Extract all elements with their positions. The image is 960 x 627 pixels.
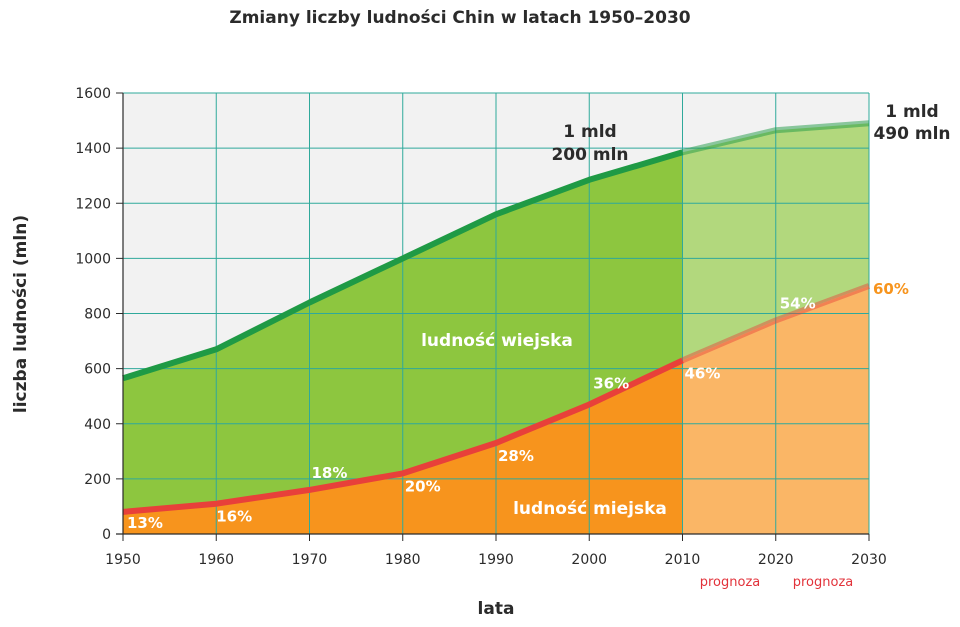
y-tick-label-1600: 1600 <box>75 86 111 102</box>
rural-line-forecast <box>681 120 870 156</box>
x-axis-title: lata <box>478 599 515 619</box>
total-2030-line1: 1 mld <box>885 102 938 122</box>
y-tick-label-1000: 1000 <box>75 251 111 267</box>
total-2030-line2: 490 mln <box>873 124 950 144</box>
x-tick-label-2010: 2010 <box>665 552 701 568</box>
urban-share-label-1960: 16% <box>216 508 252 526</box>
urban-line-historical <box>122 357 684 515</box>
y-tick-label-0: 0 <box>102 527 111 543</box>
y-tick-label-600: 600 <box>84 362 111 378</box>
y-tick-label-200: 200 <box>84 472 111 488</box>
urban-share-label-1990: 28% <box>498 447 534 465</box>
urban-line-forecast <box>681 283 871 364</box>
tick-layer: 0 200 400 600 800 1000 1200 1400 1600 1950 1960 197… <box>75 86 886 568</box>
forecast-label-2020: prognoza <box>700 575 761 590</box>
label-layer: 13% 16% 18% 20% 28% 36% 46% 54% 60% <box>127 280 909 532</box>
urban-share-label-1980: 20% <box>405 477 441 495</box>
urban-share-label-1950: 13% <box>127 514 163 532</box>
chart-title: Zmiany liczby ludności Chin w latach 195… <box>229 8 691 28</box>
y-tick-label-400: 400 <box>84 417 111 433</box>
urban-area-historical <box>123 360 683 534</box>
x-tick-label-2030: 2030 <box>851 552 887 568</box>
urban-share-label-1970: 18% <box>312 464 348 482</box>
total-2000-line1: 1 mld <box>563 122 616 142</box>
x-tick-label-1960: 1960 <box>198 552 234 568</box>
y-axis-title: liczba ludności (mln) <box>11 215 31 413</box>
urban-share-label-2010: 46% <box>685 364 721 382</box>
urban-share-label-2020: 54% <box>780 294 816 312</box>
line-layer <box>122 120 871 515</box>
x-tick-label-1990: 1990 <box>478 552 514 568</box>
x-tick-label-1970: 1970 <box>292 552 328 568</box>
urban-share-label-2000: 36% <box>593 374 629 392</box>
x-tick-label-1950: 1950 <box>105 552 141 568</box>
grid-layer <box>122 92 870 535</box>
y-tick-label-1400: 1400 <box>75 141 111 157</box>
area-label-urban: ludność miejska <box>513 499 667 519</box>
urban-share-label-2030: 60% <box>873 280 909 298</box>
area-label-rural: ludność wiejska <box>421 331 573 351</box>
total-2000-line2: 200 mln <box>551 145 628 165</box>
forecast-label-2030: prognoza <box>793 575 854 590</box>
x-tick-label-2020: 2020 <box>758 552 794 568</box>
rural-line-historical <box>122 149 684 382</box>
x-tick-label-2000: 2000 <box>571 552 607 568</box>
x-tick-label-1980: 1980 <box>385 552 421 568</box>
y-tick-label-800: 800 <box>84 307 111 323</box>
y-tick-label-1200: 1200 <box>75 196 111 212</box>
